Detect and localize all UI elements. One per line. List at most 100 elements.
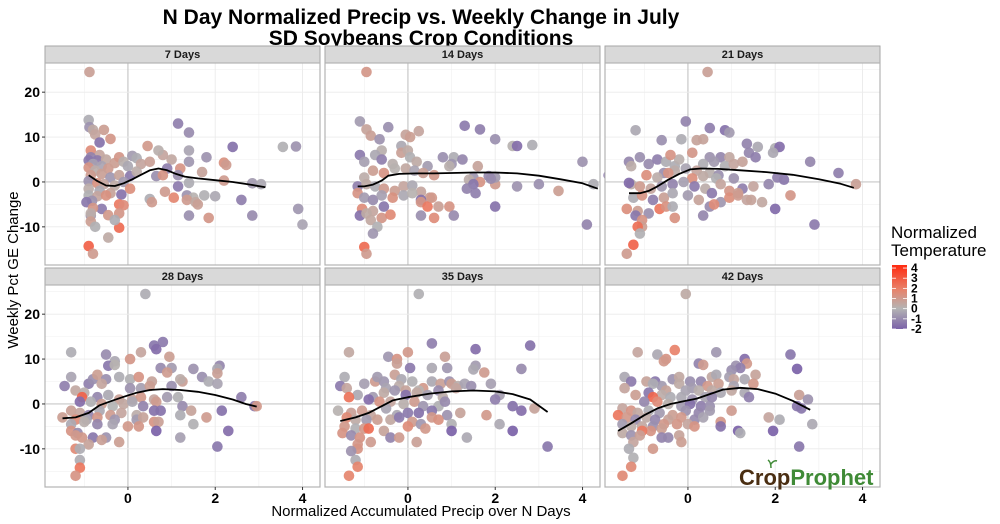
data-point — [122, 421, 134, 432]
data-point — [96, 203, 107, 215]
data-point — [83, 439, 94, 450]
data-point — [363, 394, 375, 405]
data-point — [135, 347, 147, 358]
data-point — [708, 199, 720, 210]
data-point — [96, 168, 107, 180]
data-point — [378, 167, 390, 179]
data-point — [201, 152, 212, 163]
data-point — [713, 378, 724, 390]
data-point — [83, 240, 94, 252]
x-tick-label: 0 — [124, 490, 132, 506]
data-point — [361, 66, 372, 78]
data-point — [367, 228, 379, 239]
data-point — [507, 400, 518, 412]
data-point — [793, 441, 805, 452]
data-point — [641, 169, 652, 181]
data-point — [144, 380, 156, 392]
data-point — [354, 116, 366, 127]
data-point — [367, 165, 379, 176]
facet-panel: 35 Days 0 2 4 — [324, 267, 601, 506]
data-point — [441, 362, 453, 374]
panel-border — [604, 284, 881, 488]
data-point — [511, 140, 523, 152]
data-point — [468, 364, 479, 375]
data-point — [676, 134, 687, 145]
data-point — [708, 156, 720, 168]
data-point — [177, 400, 188, 412]
data-point — [748, 181, 759, 192]
data-point — [693, 194, 705, 206]
data-point — [404, 362, 416, 374]
data-point — [676, 436, 687, 448]
data-point — [689, 421, 700, 432]
data-point — [658, 192, 670, 203]
loess-smooth-line — [629, 167, 855, 195]
data-point — [494, 418, 505, 430]
legend-tick-label: 4 — [911, 261, 918, 275]
facet-strip-label: 42 Days — [722, 271, 764, 283]
data-point — [643, 158, 654, 170]
data-point — [212, 378, 223, 390]
data-point — [116, 189, 127, 200]
data-point — [632, 347, 643, 358]
data-point — [628, 452, 639, 464]
data-point — [175, 374, 186, 385]
data-point — [359, 378, 370, 390]
facet-strip-label: 14 Days — [442, 49, 484, 61]
data-point — [223, 425, 234, 437]
data-point — [715, 178, 726, 190]
data-point — [140, 288, 151, 300]
data-point — [726, 405, 737, 417]
data-point — [345, 430, 357, 441]
data-point — [673, 154, 685, 165]
data-point — [236, 391, 247, 403]
data-point — [739, 374, 750, 385]
data-point — [671, 418, 683, 430]
data-point — [94, 137, 105, 148]
data-point — [374, 134, 385, 145]
data-point — [74, 396, 86, 408]
data-point — [175, 409, 186, 421]
legend-colorbar — [892, 265, 907, 329]
data-point — [365, 214, 377, 226]
data-point — [142, 140, 153, 152]
data-point — [113, 371, 125, 383]
data-point — [652, 396, 663, 408]
data-point — [767, 425, 779, 437]
data-point — [680, 116, 692, 127]
facet-strip-label: 7 Days — [165, 49, 200, 61]
data-point — [529, 403, 540, 414]
data-point — [389, 385, 401, 396]
data-point — [461, 183, 473, 194]
panel-border — [324, 284, 601, 488]
data-point — [802, 394, 814, 405]
data-point — [413, 288, 425, 300]
data-point — [697, 359, 709, 371]
data-point — [372, 371, 383, 383]
data-point — [735, 427, 746, 439]
data-point — [479, 367, 490, 378]
data-point — [172, 118, 184, 129]
data-point — [116, 407, 127, 419]
data-point — [428, 169, 440, 181]
data-point — [741, 138, 753, 150]
data-point — [236, 194, 247, 206]
data-point — [153, 145, 164, 156]
data-point — [157, 169, 169, 181]
data-point — [376, 190, 388, 201]
data-point — [109, 214, 121, 226]
data-point — [623, 443, 635, 455]
data-point — [118, 200, 129, 211]
data-point — [103, 389, 114, 401]
data-point — [85, 208, 97, 219]
data-point — [199, 190, 210, 201]
data-point — [415, 210, 427, 221]
data-point — [656, 423, 667, 434]
data-point — [769, 203, 781, 215]
data-point — [441, 409, 453, 421]
data-point — [196, 166, 208, 178]
data-point — [378, 425, 390, 437]
data-point — [175, 432, 186, 443]
